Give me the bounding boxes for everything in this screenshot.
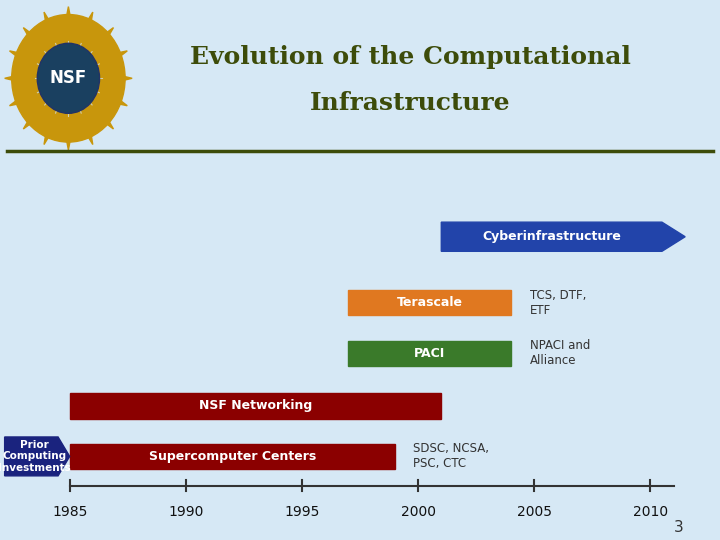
Polygon shape [102, 71, 132, 86]
Polygon shape [62, 115, 75, 150]
Bar [70, 393, 441, 418]
Polygon shape [96, 86, 127, 106]
Text: Terascale: Terascale [397, 296, 463, 309]
Polygon shape [9, 86, 40, 106]
Text: 2000: 2000 [400, 505, 436, 519]
Polygon shape [44, 110, 62, 145]
Text: 1990: 1990 [168, 505, 204, 519]
Polygon shape [23, 28, 50, 57]
Circle shape [37, 43, 99, 113]
Text: 1995: 1995 [284, 505, 320, 519]
Polygon shape [87, 28, 114, 57]
Text: 1985: 1985 [52, 505, 87, 519]
Bar [348, 341, 511, 366]
Text: Evolution of the Computational: Evolution of the Computational [190, 45, 631, 69]
Polygon shape [75, 110, 93, 145]
Text: 3: 3 [674, 519, 684, 535]
Text: Prior
Computing
Investments: Prior Computing Investments [0, 440, 71, 473]
Polygon shape [441, 222, 685, 251]
Polygon shape [44, 12, 62, 47]
Circle shape [12, 15, 125, 142]
Polygon shape [4, 71, 35, 86]
Bar [70, 444, 395, 469]
Polygon shape [96, 51, 127, 71]
Polygon shape [9, 51, 40, 71]
Bar [348, 290, 511, 315]
Polygon shape [75, 12, 93, 47]
Text: Supercomputer Centers: Supercomputer Centers [148, 450, 316, 463]
Text: NSF: NSF [50, 69, 87, 87]
Text: 2005: 2005 [517, 505, 552, 519]
Text: PACI: PACI [414, 347, 445, 360]
Text: SDSC, NCSA,
PSC, CTC: SDSC, NCSA, PSC, CTC [413, 442, 490, 470]
Text: NSF Networking: NSF Networking [199, 400, 312, 413]
Text: Infrastructure: Infrastructure [310, 91, 510, 114]
Text: 2010: 2010 [633, 505, 668, 519]
Text: NPACI and
Alliance: NPACI and Alliance [529, 339, 590, 367]
Text: TCS, DTF,
ETF: TCS, DTF, ETF [529, 289, 586, 317]
Polygon shape [87, 99, 114, 129]
Polygon shape [62, 6, 75, 42]
Text: Cyberinfrastructure: Cyberinfrastructure [482, 230, 621, 243]
Polygon shape [4, 437, 70, 476]
Polygon shape [23, 99, 50, 129]
